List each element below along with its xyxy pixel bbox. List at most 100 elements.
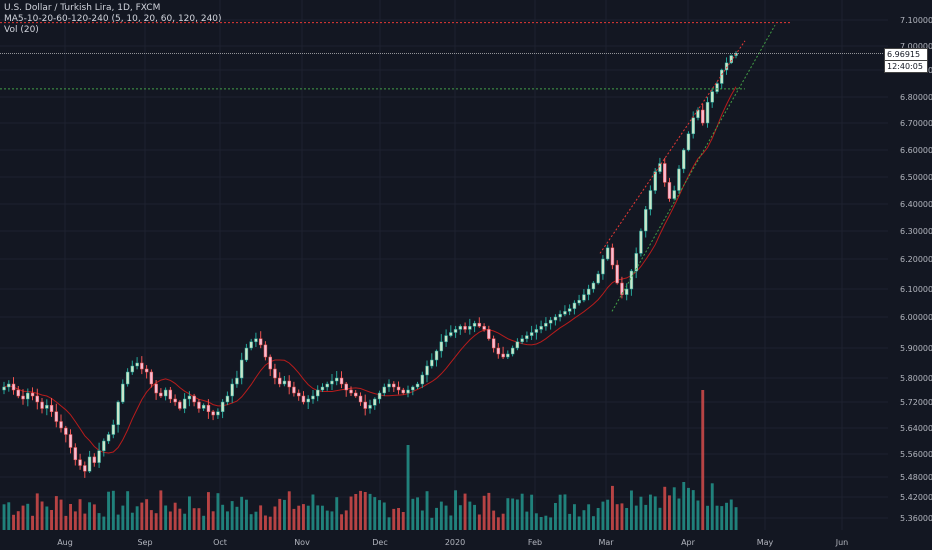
candle-body bbox=[415, 383, 420, 388]
volume-bar bbox=[439, 501, 443, 530]
candle-body bbox=[392, 383, 396, 388]
volume-bar bbox=[520, 493, 524, 530]
candle-body bbox=[154, 383, 158, 394]
volume-bar bbox=[501, 513, 505, 530]
candle-body bbox=[682, 149, 686, 170]
candle-body bbox=[287, 380, 291, 388]
volume-bar bbox=[302, 504, 305, 530]
candle-body bbox=[601, 258, 605, 275]
candle-body bbox=[97, 450, 101, 463]
candle-body bbox=[83, 465, 87, 472]
ma-indicator-label[interactable]: MA5-10-20-60-120-240 (5, 10, 20, 60, 120… bbox=[4, 14, 222, 24]
candle-body bbox=[572, 302, 577, 309]
candle-body bbox=[387, 383, 391, 388]
volume-bar bbox=[140, 502, 144, 530]
x-tick-label: Jun bbox=[835, 538, 849, 547]
volume-bar bbox=[397, 508, 400, 530]
volume-bar bbox=[335, 497, 339, 530]
volume-bar bbox=[188, 496, 191, 530]
candle-body bbox=[140, 362, 144, 370]
candle-body bbox=[320, 386, 325, 391]
upper-channel-line bbox=[599, 40, 746, 254]
y-tick-label: 6.50000 bbox=[900, 173, 932, 182]
candle-body bbox=[710, 91, 714, 103]
candle-body bbox=[16, 389, 20, 397]
candle-body bbox=[54, 411, 59, 422]
volume-bar bbox=[292, 508, 296, 530]
volume-bar bbox=[230, 501, 234, 530]
candle-body bbox=[87, 456, 92, 472]
candle-body bbox=[178, 401, 182, 409]
volume-bar bbox=[126, 491, 130, 530]
volume-bar bbox=[634, 505, 638, 530]
volume-bar bbox=[596, 508, 600, 530]
candle-body bbox=[49, 404, 54, 412]
candle-body bbox=[182, 398, 187, 409]
volume-bar bbox=[544, 515, 548, 530]
candle-body bbox=[197, 401, 201, 409]
volume-bar bbox=[601, 501, 605, 530]
volume-bar bbox=[240, 496, 244, 530]
volume-bar bbox=[573, 504, 576, 530]
volume-bar bbox=[663, 486, 667, 530]
candle-body bbox=[605, 247, 610, 260]
volume-bar bbox=[558, 494, 562, 530]
volume-bar bbox=[207, 492, 210, 530]
volume-bar bbox=[687, 487, 690, 530]
candle-body bbox=[121, 383, 125, 403]
x-tick-label: Sep bbox=[137, 538, 152, 547]
candle-body bbox=[21, 395, 25, 400]
volume-bar bbox=[145, 499, 149, 530]
volume-bar bbox=[672, 487, 676, 530]
vol-indicator-label[interactable]: Vol (20) bbox=[4, 25, 39, 35]
volume-bar bbox=[159, 490, 163, 530]
volume-bar bbox=[492, 510, 496, 530]
volume-bar bbox=[534, 513, 538, 530]
volume-bar bbox=[420, 510, 424, 530]
candle-body bbox=[586, 288, 591, 295]
volume-bar bbox=[682, 482, 686, 530]
volume-bar bbox=[102, 516, 106, 530]
volume-bar bbox=[21, 505, 25, 530]
candle-body bbox=[244, 347, 249, 361]
volume-bar bbox=[202, 515, 206, 530]
candle-body bbox=[102, 440, 106, 451]
candle-body bbox=[477, 322, 482, 327]
volume-bar bbox=[325, 510, 329, 530]
volume-bar bbox=[615, 504, 619, 530]
candle-body bbox=[472, 322, 477, 327]
candle-body bbox=[325, 383, 329, 388]
candle-body bbox=[230, 383, 234, 397]
y-tick-label: 6.60000 bbox=[900, 146, 932, 155]
volume-bar bbox=[354, 494, 358, 530]
candle-body bbox=[534, 329, 539, 333]
volume-bar bbox=[649, 494, 652, 530]
volume-bar bbox=[720, 506, 724, 530]
volume-bar bbox=[449, 515, 453, 530]
volume-bar bbox=[644, 504, 648, 530]
x-tick-label: Apr bbox=[681, 538, 696, 547]
candle-body bbox=[624, 288, 629, 295]
candle-body bbox=[487, 329, 491, 339]
volume-bar bbox=[2, 504, 6, 530]
candle-body bbox=[201, 404, 206, 409]
candle-body bbox=[7, 383, 11, 388]
y-tick-label: 5.36000 bbox=[900, 514, 932, 523]
candle-timer-badge: 12:40:05 bbox=[884, 60, 928, 73]
candle-body bbox=[715, 83, 719, 92]
candle-body bbox=[235, 377, 239, 385]
volume-bar bbox=[359, 490, 362, 530]
volume-bar bbox=[54, 496, 58, 530]
volume-bar bbox=[78, 499, 82, 530]
candle-body bbox=[349, 389, 353, 394]
candle-body bbox=[544, 322, 548, 327]
volume-bar bbox=[363, 492, 367, 530]
candle-body bbox=[278, 377, 282, 385]
candle-body bbox=[149, 371, 154, 385]
candle-body bbox=[59, 421, 63, 429]
y-tick-label: 5.42000 bbox=[900, 493, 932, 502]
candle-body bbox=[173, 398, 177, 403]
candle-body bbox=[663, 163, 667, 183]
volume-bar bbox=[73, 511, 77, 530]
